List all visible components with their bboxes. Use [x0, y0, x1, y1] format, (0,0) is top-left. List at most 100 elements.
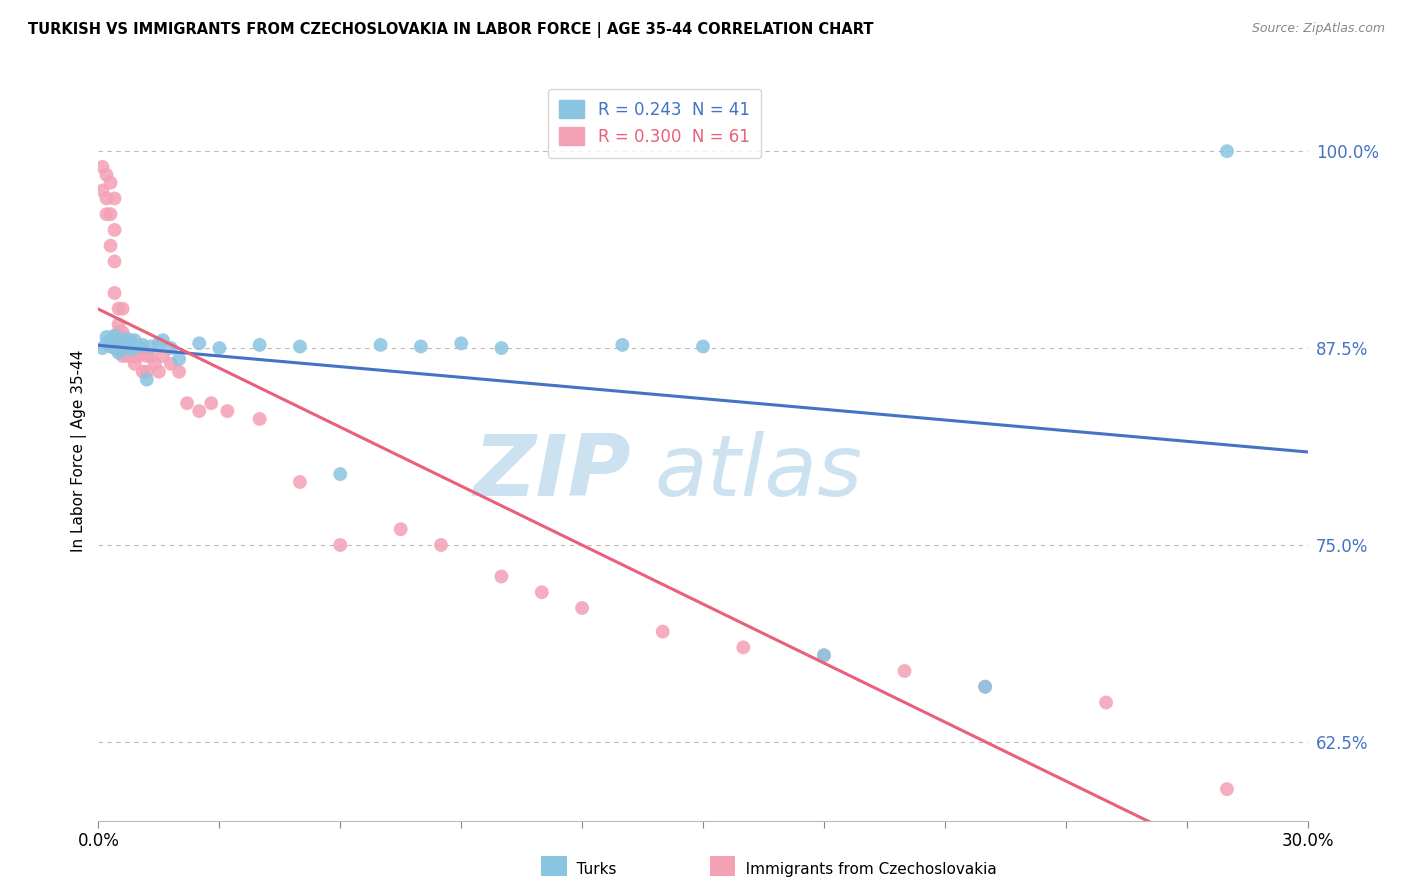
Point — [103, 328, 125, 343]
Point — [139, 349, 162, 363]
Point — [91, 184, 114, 198]
Point — [96, 330, 118, 344]
Point — [100, 238, 122, 252]
Point — [103, 254, 125, 268]
Point — [100, 207, 122, 221]
Point — [288, 475, 311, 489]
Point — [148, 365, 170, 379]
Point — [139, 339, 162, 353]
Point — [107, 339, 129, 353]
Legend: R = 0.243  N = 41, R = 0.300  N = 61: R = 0.243 N = 41, R = 0.300 N = 61 — [548, 88, 762, 158]
Point — [135, 373, 157, 387]
Point — [111, 334, 134, 349]
Point — [813, 648, 835, 663]
Text: Source: ZipAtlas.com: Source: ZipAtlas.com — [1251, 22, 1385, 36]
Point — [120, 343, 142, 357]
Point — [115, 341, 138, 355]
Point — [124, 349, 146, 363]
Point — [91, 160, 114, 174]
Point — [152, 333, 174, 347]
Y-axis label: In Labor Force | Age 35-44: In Labor Force | Age 35-44 — [72, 350, 87, 551]
Point — [813, 648, 835, 663]
Point — [491, 569, 513, 583]
Point — [128, 349, 150, 363]
Point — [96, 191, 118, 205]
Point — [1216, 144, 1239, 158]
Text: TURKISH VS IMMIGRANTS FROM CZECHOSLOVAKIA IN LABOR FORCE | AGE 35-44 CORRELATION: TURKISH VS IMMIGRANTS FROM CZECHOSLOVAKI… — [28, 22, 873, 38]
Point — [103, 191, 125, 205]
Point — [107, 318, 129, 332]
Point — [124, 333, 146, 347]
Point — [111, 326, 134, 340]
Point — [733, 640, 755, 655]
Point — [132, 341, 155, 355]
Point — [288, 339, 311, 353]
Point — [430, 538, 453, 552]
Point — [128, 341, 150, 355]
Point — [111, 301, 134, 316]
Point — [132, 365, 155, 379]
Point — [115, 333, 138, 347]
Point — [208, 341, 231, 355]
Point — [176, 396, 198, 410]
Point — [111, 341, 134, 355]
Text: atlas: atlas — [655, 431, 863, 514]
Point — [111, 349, 134, 363]
Point — [96, 207, 118, 221]
Point — [120, 341, 142, 355]
FancyBboxPatch shape — [710, 856, 735, 876]
Point — [103, 223, 125, 237]
Point — [132, 338, 155, 352]
Point — [249, 338, 271, 352]
Point — [120, 333, 142, 347]
Text: ZIP: ZIP — [472, 431, 630, 514]
Point — [160, 357, 183, 371]
Point — [329, 538, 352, 552]
Point — [167, 365, 190, 379]
Point — [107, 346, 129, 360]
Point — [167, 352, 190, 367]
Point — [217, 404, 239, 418]
Point — [115, 332, 138, 346]
Point — [974, 680, 997, 694]
Point — [1216, 782, 1239, 797]
Point — [111, 333, 134, 347]
Point — [107, 333, 129, 347]
Point — [100, 339, 122, 353]
Point — [160, 341, 183, 355]
Point — [1095, 696, 1118, 710]
Point — [188, 336, 211, 351]
Point — [200, 396, 222, 410]
Point — [152, 349, 174, 363]
Point — [491, 341, 513, 355]
Point — [893, 664, 915, 678]
Point — [450, 336, 472, 351]
Point — [143, 357, 166, 371]
Point — [329, 467, 352, 481]
Point — [974, 680, 997, 694]
Point — [107, 333, 129, 347]
Point — [120, 349, 142, 363]
Point — [389, 522, 412, 536]
Point — [107, 326, 129, 340]
Point — [249, 412, 271, 426]
Point — [692, 339, 714, 353]
Point — [115, 349, 138, 363]
Point — [135, 365, 157, 379]
Point — [188, 404, 211, 418]
Point — [96, 336, 118, 351]
Point — [103, 285, 125, 300]
Point — [103, 341, 125, 355]
Point — [96, 168, 118, 182]
Point — [612, 338, 634, 352]
Point — [115, 339, 138, 353]
Point — [124, 339, 146, 353]
Point — [530, 585, 553, 599]
Point — [120, 336, 142, 351]
Point — [111, 341, 134, 355]
FancyBboxPatch shape — [541, 856, 567, 876]
Text: Immigrants from Czechoslovakia: Immigrants from Czechoslovakia — [731, 863, 997, 877]
Point — [135, 349, 157, 363]
Point — [571, 601, 593, 615]
Point — [91, 341, 114, 355]
